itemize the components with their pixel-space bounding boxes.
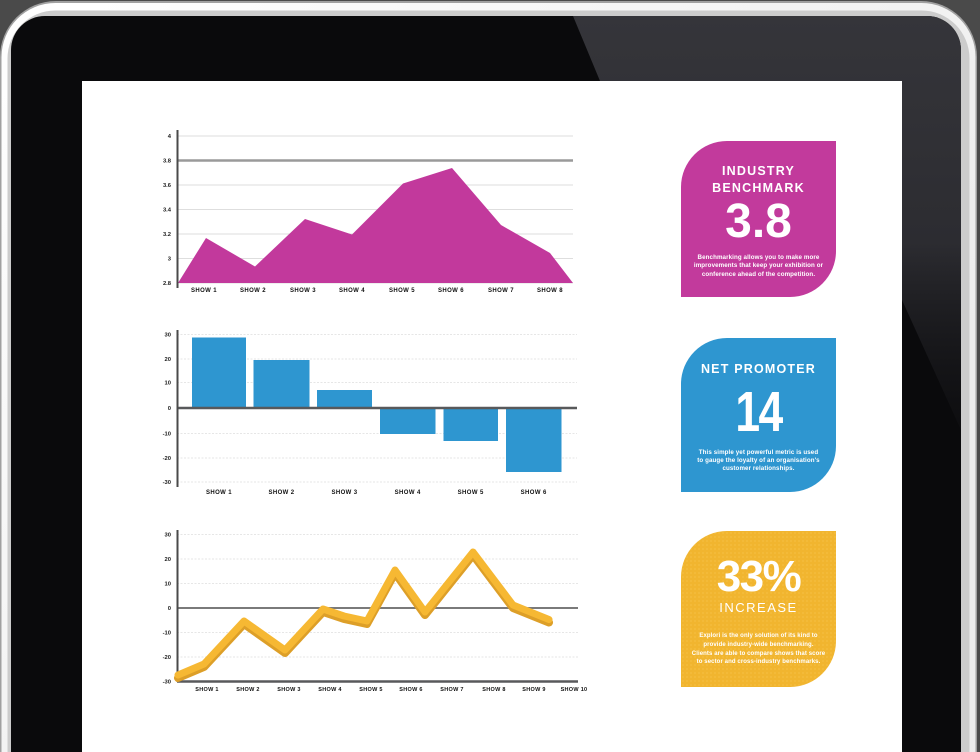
svg-text:2.8: 2.8	[163, 281, 172, 287]
svg-text:SHOW 10: SHOW 10	[561, 687, 588, 693]
svg-text:-30: -30	[163, 480, 171, 486]
svg-text:10: 10	[165, 381, 171, 387]
svg-text:SHOW 8: SHOW 8	[537, 288, 563, 294]
svg-text:3.8: 3.8	[163, 159, 172, 165]
svg-text:SHOW 6: SHOW 6	[438, 288, 464, 294]
svg-text:SHOW 5: SHOW 5	[359, 687, 383, 693]
svg-text:-20: -20	[163, 456, 171, 462]
svg-text:3.2: 3.2	[163, 232, 171, 238]
svg-text:-10: -10	[163, 432, 171, 438]
svg-text:SHOW 8: SHOW 8	[482, 687, 506, 693]
svg-text:4: 4	[168, 134, 172, 140]
svg-text:30: 30	[165, 333, 171, 339]
svg-text:SHOW 5: SHOW 5	[389, 288, 415, 294]
svg-text:SHOW 1: SHOW 1	[195, 687, 219, 693]
svg-text:3.6: 3.6	[163, 183, 172, 189]
svg-text:SHOW 1: SHOW 1	[206, 490, 232, 496]
svg-text:SHOW 6: SHOW 6	[521, 490, 547, 496]
svg-text:SHOW 3: SHOW 3	[331, 490, 357, 496]
svg-text:SHOW 2: SHOW 2	[268, 490, 294, 496]
svg-text:SHOW 6: SHOW 6	[399, 687, 423, 693]
svg-text:10: 10	[165, 582, 171, 588]
svg-text:SHOW 2: SHOW 2	[236, 687, 260, 693]
svg-text:-30: -30	[163, 680, 171, 686]
svg-text:SHOW 9: SHOW 9	[522, 687, 546, 693]
svg-text:SHOW 3: SHOW 3	[277, 687, 301, 693]
svg-text:SHOW 4: SHOW 4	[395, 490, 421, 496]
svg-text:-10: -10	[163, 631, 171, 637]
svg-text:0: 0	[168, 606, 171, 612]
svg-text:-20: -20	[163, 655, 171, 661]
svg-text:0: 0	[168, 406, 171, 412]
svg-text:SHOW 4: SHOW 4	[339, 288, 365, 294]
svg-text:30: 30	[165, 533, 171, 539]
svg-text:20: 20	[165, 557, 171, 563]
svg-text:SHOW 2: SHOW 2	[240, 288, 266, 294]
svg-text:SHOW 3: SHOW 3	[290, 288, 316, 294]
svg-text:SHOW 1: SHOW 1	[191, 288, 217, 294]
svg-text:SHOW 4: SHOW 4	[318, 687, 342, 693]
svg-text:20: 20	[165, 357, 171, 363]
svg-text:3.4: 3.4	[163, 208, 172, 214]
svg-text:SHOW 7: SHOW 7	[440, 687, 464, 693]
svg-text:SHOW 7: SHOW 7	[488, 288, 514, 294]
svg-text:3: 3	[168, 257, 172, 263]
svg-text:SHOW 5: SHOW 5	[458, 490, 484, 496]
